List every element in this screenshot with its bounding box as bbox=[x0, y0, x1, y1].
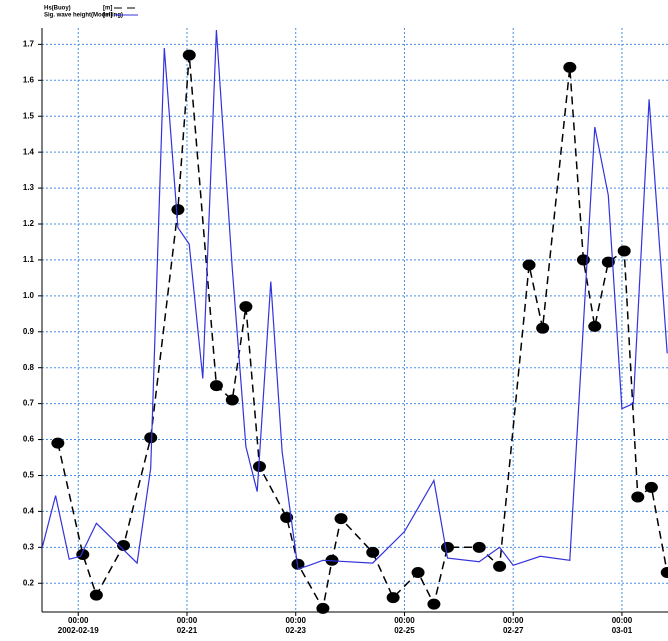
data-point bbox=[280, 512, 294, 524]
y-tick-label: 0.5 bbox=[23, 471, 35, 480]
data-point bbox=[225, 394, 239, 406]
x-tick-label: 2002-02-19 bbox=[58, 626, 99, 635]
data-point bbox=[366, 546, 380, 558]
y-tick-label: 0.4 bbox=[23, 507, 35, 516]
y-tick-label: 0.6 bbox=[23, 435, 35, 444]
x-tick-label: 00:00 bbox=[612, 616, 633, 625]
data-point bbox=[601, 256, 615, 268]
y-tick-label: 1.5 bbox=[23, 111, 35, 120]
data-line bbox=[42, 29, 668, 570]
x-tick-label: 00:00 bbox=[285, 616, 306, 625]
data-point bbox=[89, 589, 103, 601]
legend-unit: [m] bbox=[103, 6, 112, 12]
data-point bbox=[427, 598, 441, 610]
data-point bbox=[631, 491, 645, 503]
y-tick-label: 0.8 bbox=[23, 363, 35, 372]
data-point bbox=[522, 259, 536, 271]
data-point bbox=[171, 204, 185, 216]
y-tick-label: 0.7 bbox=[23, 399, 35, 408]
x-tick-label: 03-01 bbox=[612, 626, 633, 635]
data-point bbox=[536, 322, 550, 334]
data-point bbox=[252, 461, 266, 472]
y-tick-label: 1.2 bbox=[23, 219, 35, 228]
x-tick-label: 00:00 bbox=[177, 616, 198, 625]
y-tick-label: 1.4 bbox=[23, 147, 35, 156]
x-tick-label: 00:00 bbox=[394, 616, 415, 625]
data-point bbox=[51, 437, 65, 449]
data-point bbox=[644, 481, 658, 493]
y-tick-label: 1.7 bbox=[23, 39, 35, 48]
y-tick-label: 0.9 bbox=[23, 327, 35, 336]
data-point bbox=[117, 540, 131, 552]
data-point bbox=[144, 432, 158, 444]
data-point bbox=[182, 49, 196, 61]
data-line bbox=[57, 55, 668, 611]
data-point bbox=[239, 301, 253, 313]
x-tick-label: 02-27 bbox=[503, 626, 524, 635]
data-point bbox=[617, 245, 631, 257]
data-point bbox=[588, 320, 602, 332]
legend-label: Sig. wave height(Modelling) bbox=[44, 13, 123, 19]
plot-area bbox=[42, 29, 668, 614]
x-tick-label: 02-21 bbox=[177, 626, 198, 635]
y-tick-label: 0.3 bbox=[23, 542, 35, 551]
y-tick-label: 1.0 bbox=[23, 291, 35, 300]
data-point bbox=[334, 513, 348, 525]
legend-unit: [m] bbox=[103, 13, 112, 19]
data-point bbox=[576, 254, 590, 266]
x-tick-label: 02-23 bbox=[285, 626, 306, 635]
legend-label: Hs(Buoy) bbox=[44, 6, 71, 12]
y-tick-label: 1.1 bbox=[23, 255, 35, 264]
data-point bbox=[411, 566, 425, 578]
data-point bbox=[472, 541, 486, 553]
data-point bbox=[563, 61, 577, 73]
data-point bbox=[441, 541, 455, 553]
x-tick-label: 02-25 bbox=[394, 626, 415, 635]
y-tick-label: 0.2 bbox=[23, 578, 35, 587]
data-point bbox=[209, 380, 223, 392]
data-point bbox=[386, 592, 400, 604]
data-point bbox=[493, 560, 507, 572]
data-point bbox=[316, 602, 330, 614]
data-point bbox=[660, 566, 668, 578]
data-point bbox=[76, 549, 90, 561]
x-tick-label: 00:00 bbox=[68, 616, 89, 625]
data-point bbox=[291, 558, 305, 570]
y-tick-label: 1.3 bbox=[23, 183, 35, 192]
x-tick-label: 00:00 bbox=[503, 616, 524, 625]
y-tick-label: 1.6 bbox=[23, 75, 35, 84]
